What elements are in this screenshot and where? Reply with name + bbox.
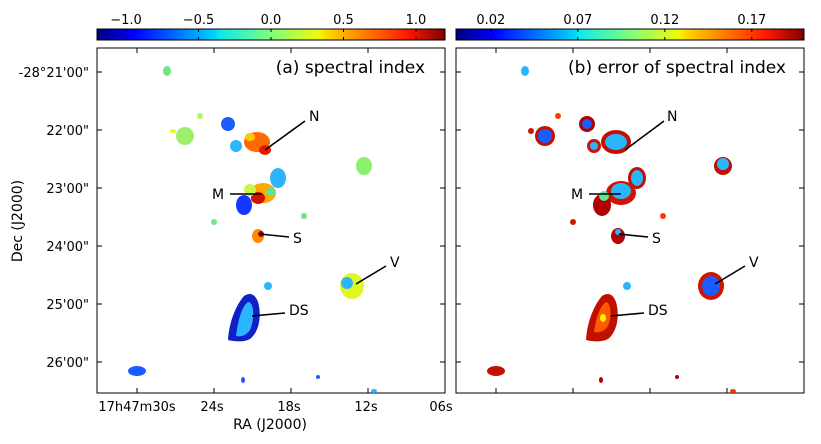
colorbar-tick-label: 0.12 <box>650 13 679 28</box>
colorbar-tick-label: 0.02 <box>476 13 505 28</box>
source-label-b-V: V <box>749 255 759 271</box>
colorbar-a-ticks: −1.0 −0.5 0.0 0.5 1.0 <box>110 13 426 40</box>
source-label-N: N <box>309 109 319 125</box>
panel-a: −1.0 −0.5 0.0 0.5 1.0 <box>10 13 453 433</box>
colorbar-tick-label: 0.5 <box>333 13 354 28</box>
colorbar-b <box>455 28 805 41</box>
panel-b: 0.02 0.07 0.12 0.17 <box>455 13 805 394</box>
frame-ticks-b <box>456 48 804 393</box>
panel-a-title: (a) spectral index <box>276 58 425 78</box>
y-tick-label-3: 24'00" <box>46 240 89 255</box>
colorbar-tick-label: 0.17 <box>737 13 766 28</box>
source-label-b-DS: DS <box>648 303 668 319</box>
colorbar-tick-label: 0.0 <box>261 13 282 28</box>
colorbar-tick-label: 1.0 <box>406 13 427 28</box>
x-tick-label-1: 24s <box>200 400 224 415</box>
source-label-b-M: M <box>571 187 583 203</box>
x-tick-label-2: 18s <box>277 400 301 415</box>
x-tick-label-0: 17h47m30s <box>98 400 176 415</box>
y-tick-label-4: 25'00" <box>46 298 89 313</box>
y-tick-label-1: 22'00" <box>46 124 89 139</box>
source-label-b-S: S <box>652 231 661 247</box>
y-axis-label: Dec (J2000) <box>10 180 26 262</box>
y-tick-label-5: 26'00" <box>46 356 89 371</box>
plot-frame-b <box>455 47 805 394</box>
source-label-S: S <box>293 231 302 247</box>
colorbar-tick-label: −0.5 <box>183 13 215 28</box>
source-label-M: M <box>212 187 224 203</box>
source-label-V: V <box>390 255 400 271</box>
colorbar-b-ticks: 0.02 0.07 0.12 0.17 <box>476 13 766 40</box>
source-annotations-a: N M S V DS <box>212 109 400 319</box>
source-label-DS: DS <box>289 303 309 319</box>
source-annotations-b: N M S V DS <box>571 109 759 319</box>
colorbar-tick-label: −1.0 <box>110 13 142 28</box>
frame-ticks-a <box>97 48 445 393</box>
source-label-b-N: N <box>667 109 677 125</box>
colorbar-tick-label: 0.07 <box>563 13 592 28</box>
y-tick-label-0: -28°21'00" <box>19 66 89 81</box>
plot-frame-a <box>96 47 446 394</box>
x-tick-label-4: 06s <box>429 400 453 415</box>
panel-b-title: (b) error of spectral index <box>568 58 786 78</box>
x-axis-label: RA (J2000) <box>233 417 307 433</box>
emission-map-a <box>128 66 377 393</box>
x-tick-label-3: 12s <box>354 400 378 415</box>
y-tick-label-2: 23'00" <box>46 182 89 197</box>
